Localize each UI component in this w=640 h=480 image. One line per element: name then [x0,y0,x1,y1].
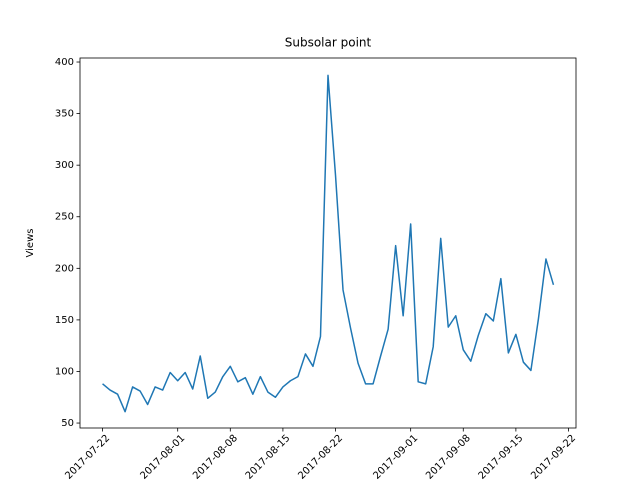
y-tick-label: 250 [55,212,74,223]
y-axis-label: Views [25,229,36,258]
y-tick-label: 150 [55,315,74,326]
chart-title: Subsolar point [285,36,372,50]
y-tick-label: 50 [61,418,74,429]
y-tick-label: 300 [55,160,74,171]
y-tick-label: 400 [55,57,74,68]
y-tick-label: 200 [55,263,74,274]
plot-frame [79,57,577,429]
y-tick-label: 100 [55,366,74,377]
data-line [102,74,555,413]
y-tick-label: 350 [55,109,74,120]
